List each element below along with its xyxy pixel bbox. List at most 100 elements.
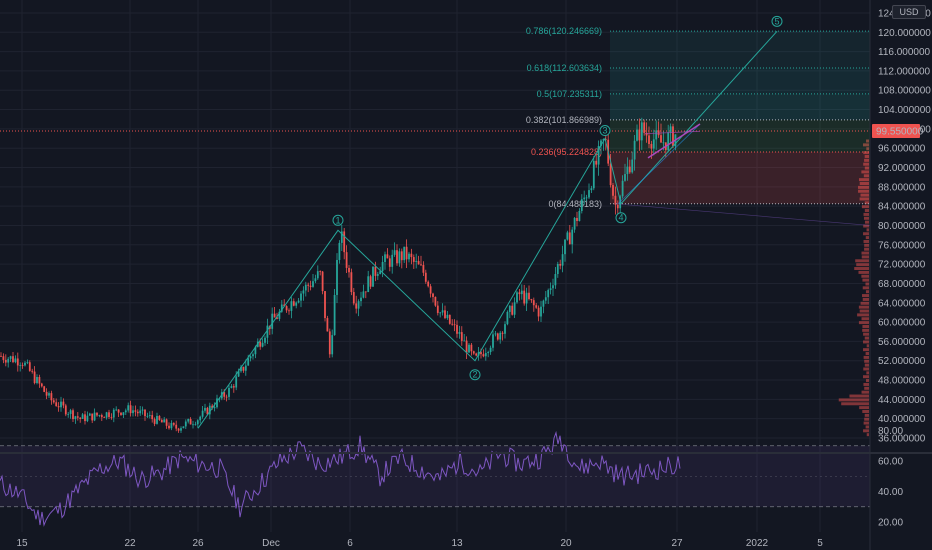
candle-body <box>276 317 278 319</box>
wave-label: 4 <box>618 213 623 223</box>
candle-body <box>333 294 336 336</box>
volume-bar <box>863 143 869 147</box>
fib-zone: 0.786(120.246669) 0.618(112.603634) 0.5(10… <box>0 26 870 209</box>
currency-badge[interactable]: USD <box>892 5 926 19</box>
candle-body <box>264 337 266 343</box>
wave-label: 5 <box>774 16 779 26</box>
volume-bar <box>863 151 869 155</box>
candle-body <box>206 407 209 415</box>
volume-bar <box>858 321 869 325</box>
volume-bar <box>865 352 869 356</box>
volume-bar <box>864 359 869 363</box>
candle-body <box>312 281 314 287</box>
volume-bar <box>866 228 869 232</box>
volume-bar <box>859 197 869 201</box>
candle-body <box>374 266 377 276</box>
candle-body <box>612 185 614 196</box>
candle-body <box>57 406 60 408</box>
volume-bar <box>863 216 869 220</box>
price-tick-label: 92.000000 <box>878 163 926 174</box>
candles <box>0 117 677 434</box>
candle-body <box>232 386 235 388</box>
candle-body <box>254 346 257 355</box>
rsi-tick-label: 60.00 <box>878 457 903 468</box>
candle-body <box>307 284 310 286</box>
price-tick-label: 64.000000 <box>878 298 926 309</box>
current-price-tag <box>872 124 920 139</box>
candle-body <box>64 405 67 415</box>
candle-body <box>12 356 14 363</box>
candle-body <box>16 358 19 366</box>
candle-body <box>662 142 665 144</box>
candle-body <box>564 239 566 255</box>
candle-body <box>537 307 540 317</box>
candle-body <box>336 259 338 295</box>
candle-body <box>249 356 252 359</box>
candle-body <box>7 358 10 363</box>
fib-level-label: 0(84.488183) <box>548 199 602 209</box>
candle-body <box>120 412 122 415</box>
candle-body <box>31 370 34 372</box>
volume-bar <box>863 174 869 178</box>
candle-body <box>177 428 180 431</box>
candle-body <box>297 300 300 303</box>
fib-level-label: 0.5(107.235311) <box>537 89 602 99</box>
time-tick-label: 2022 <box>746 538 769 549</box>
candle-body <box>124 410 127 413</box>
volume-bar <box>863 239 869 243</box>
wedge-line <box>647 123 701 159</box>
volume-bar <box>865 425 869 429</box>
candle-body <box>352 292 355 304</box>
candle-body <box>504 324 506 334</box>
candle-body <box>652 139 655 149</box>
volume-bar <box>863 421 869 425</box>
candle-body <box>364 291 367 293</box>
candle-body <box>643 122 646 133</box>
volume-bar <box>862 286 869 290</box>
candle-body <box>427 281 430 287</box>
volume-bar <box>866 147 869 151</box>
candle-body <box>648 135 650 144</box>
candle-body <box>436 305 439 313</box>
volume-bar <box>863 224 869 228</box>
fib-level-label: 0.382(101.866989) <box>526 115 602 125</box>
candle-body <box>60 401 62 408</box>
candle-body <box>144 409 146 417</box>
candle-body <box>578 210 581 221</box>
candle-body <box>141 409 144 411</box>
candle-body <box>616 204 619 209</box>
wave-label: 3 <box>602 126 607 136</box>
candle-body <box>432 293 434 297</box>
candle-body <box>403 246 406 261</box>
price-tick-label: 76.000000 <box>878 240 926 251</box>
candle-body <box>405 246 408 260</box>
candle-body <box>50 393 53 401</box>
wave-marker <box>332 214 344 226</box>
candle-body <box>247 358 250 366</box>
candle-body <box>72 410 74 420</box>
volume-bar <box>864 417 869 421</box>
candle-body <box>460 332 463 341</box>
volume-bar <box>841 402 869 406</box>
price-tick-label: 120.000000 <box>878 28 931 39</box>
volume-bar <box>863 348 869 352</box>
volume-bar <box>862 324 869 328</box>
candle-body <box>453 324 456 326</box>
candle-body <box>592 160 595 189</box>
candle-body <box>326 318 329 332</box>
volume-bar <box>864 158 869 162</box>
volume-bar <box>863 332 869 336</box>
candle-body <box>33 371 36 384</box>
candle-body <box>429 286 432 294</box>
candle-body <box>321 271 324 292</box>
candle-body <box>235 376 238 388</box>
candle-body <box>132 410 134 414</box>
price-tick-label: 68.000000 <box>878 279 926 290</box>
candle-body <box>434 296 437 306</box>
candle-body <box>412 257 415 262</box>
candle-body <box>660 135 662 143</box>
volume-bar <box>858 270 869 274</box>
candle-body <box>561 254 564 266</box>
candle-body <box>552 285 554 289</box>
